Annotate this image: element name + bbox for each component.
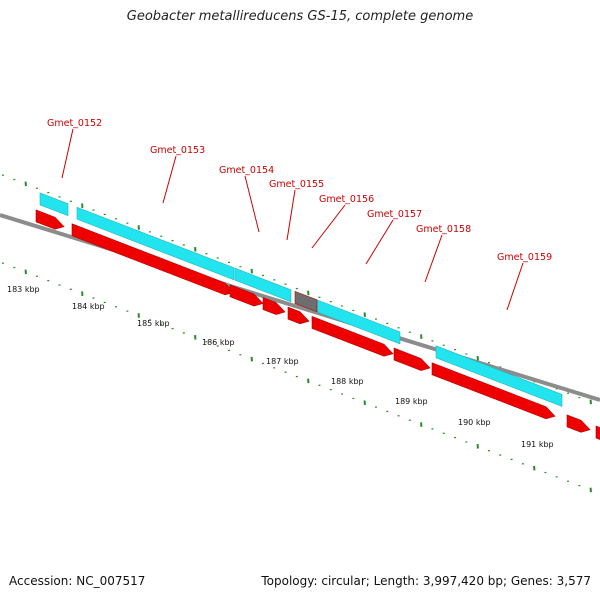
gene-label: Gmet_0159 <box>497 252 552 263</box>
kbp-label: 188 kbp <box>331 377 364 386</box>
cds-block <box>435 345 563 407</box>
gene-leader-line <box>286 189 296 241</box>
orf-arrow <box>566 414 591 433</box>
orf-arrow <box>35 209 65 230</box>
gene-label: Gmet_0155 <box>269 179 324 190</box>
gene-leader-line <box>244 175 260 233</box>
orf-arrow <box>262 297 286 315</box>
gene-labels: Gmet_0152 Gmet_0153 Gmet_0154 Gmet_0155 Gmet… <box>47 118 552 311</box>
feature-track <box>35 192 600 440</box>
cds-block <box>234 267 292 303</box>
cds-block <box>39 192 69 217</box>
gene-leader-line <box>365 219 394 265</box>
gene-label: Gmet_0157 <box>367 209 422 220</box>
kbp-label: 187 kbp <box>266 357 299 366</box>
gene-label: Gmet_0153 <box>150 145 205 156</box>
kbp-label: 186 kbp <box>202 338 235 347</box>
gene-leader-line <box>61 128 74 179</box>
gene-leader-line <box>506 262 524 311</box>
map-title: Geobacter metallireducens GS-15, complet… <box>126 9 474 24</box>
orf-arrow <box>393 347 431 371</box>
gene-label: Gmet_0158 <box>416 224 471 235</box>
gene-label: Gmet_0156 <box>319 194 374 205</box>
gene-leader-line <box>311 204 346 249</box>
kbp-label: 183 kbp <box>7 285 40 294</box>
kbp-label: 184 kbp <box>72 302 105 311</box>
kbp-labels: 183 kbp 184 kbp 185 kbp 186 kbp 187 kbp 188 k… <box>7 285 554 449</box>
kbp-label: 190 kbp <box>458 418 491 427</box>
tick-marks <box>2 174 592 493</box>
orf-arrow <box>311 315 394 357</box>
orf-arrow <box>71 223 235 296</box>
accession-text: Accession: NC_007517 <box>9 574 146 588</box>
orf-arrow <box>229 284 264 307</box>
gene-label: Gmet_0154 <box>219 165 274 176</box>
orf-arrow <box>595 425 600 440</box>
gene-leader-line <box>424 234 443 283</box>
gene-leader-line <box>162 155 177 204</box>
cds-block <box>76 206 235 281</box>
kbp-label: 185 kbp <box>137 319 170 328</box>
orf-arrow <box>287 306 310 325</box>
other-block <box>294 290 318 313</box>
kbp-label: 189 kbp <box>395 397 428 406</box>
orf-arrow <box>431 362 556 420</box>
gene-label: Gmet_0152 <box>47 118 102 129</box>
kbp-label: 191 kbp <box>521 440 554 449</box>
topology-text: Topology: circular; Length: 3,997,420 bp… <box>261 574 591 588</box>
